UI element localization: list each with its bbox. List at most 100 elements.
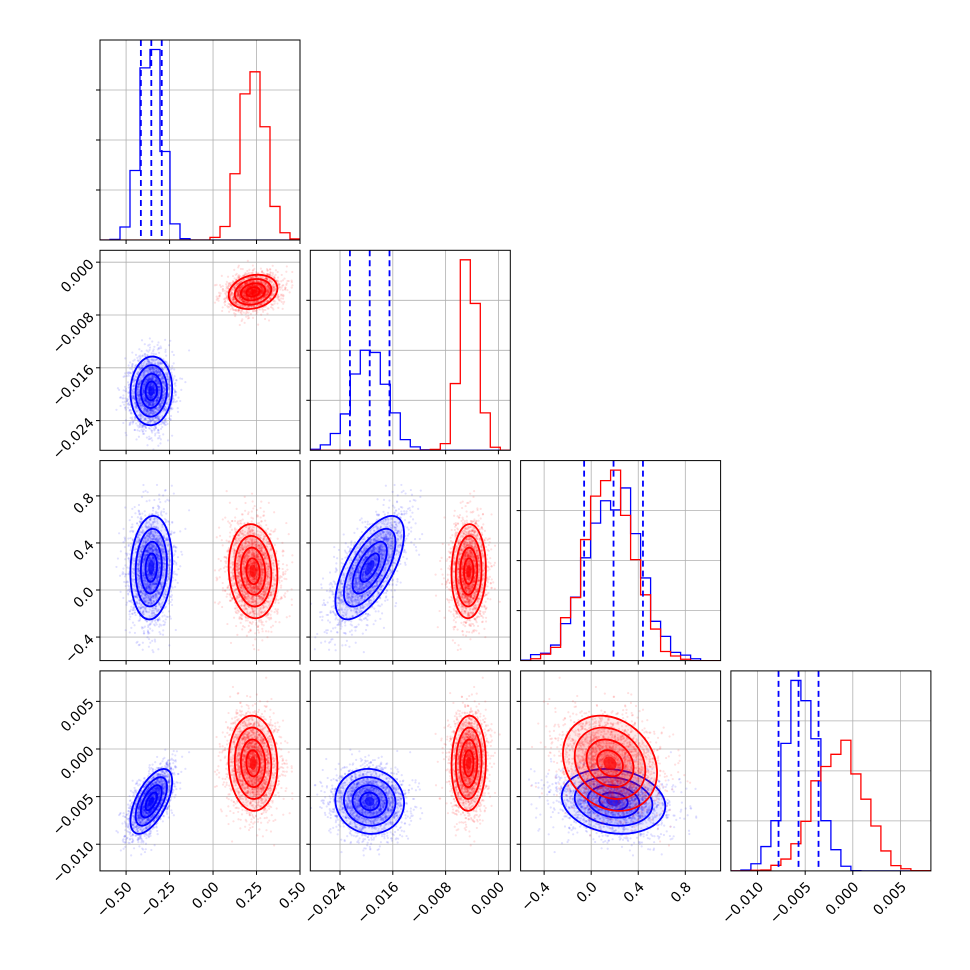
scatter-point [158, 347, 161, 350]
scatter-point [133, 428, 136, 432]
scatter-point [139, 377, 142, 380]
scatter-point [146, 399, 149, 403]
scatter-point [147, 359, 151, 363]
scatter-point [251, 264, 254, 267]
scatter-point [147, 400, 150, 403]
scatter-point [171, 350, 174, 353]
scatter-point [143, 371, 146, 374]
scatter-point [122, 389, 125, 392]
scatter-point [162, 399, 165, 402]
scatter-point [154, 389, 157, 392]
scatter-point [154, 407, 157, 411]
scatter-point [145, 378, 148, 381]
scatter-point [144, 381, 148, 384]
scatter-point [165, 371, 168, 374]
scatter-point [123, 375, 126, 378]
scatter-point [125, 374, 128, 378]
scatter-point [135, 422, 138, 425]
scatter-point [266, 269, 269, 272]
scatter-point [169, 388, 172, 391]
scatter-point [139, 413, 142, 416]
scatter-point [146, 410, 149, 413]
scatter-point [131, 416, 134, 419]
scatter-point [127, 401, 130, 405]
scatter-point [156, 343, 159, 347]
scatter-point [164, 348, 167, 351]
scatter-point [148, 412, 151, 415]
scatter-point [145, 377, 148, 381]
scatter-point [135, 406, 138, 409]
scatter-point [157, 351, 161, 354]
scatter-point [123, 400, 127, 403]
scatter-point [144, 400, 147, 403]
scatter-point [154, 410, 157, 414]
scatter-point [137, 382, 140, 385]
scatter-point [147, 400, 151, 403]
scatter-point [123, 385, 127, 388]
scatter-point [231, 306, 234, 309]
scatter-point [157, 428, 160, 431]
scatter-point [135, 410, 138, 413]
scatter-point [162, 394, 166, 397]
scatter-point [157, 409, 160, 412]
scatter-point [163, 421, 166, 424]
scatter-point [225, 283, 228, 286]
scatter-point [159, 373, 162, 377]
scatter-point [139, 357, 142, 361]
scatter-point [146, 387, 149, 390]
scatter-point [152, 394, 156, 398]
scatter-point [281, 288, 284, 292]
scatter-point [251, 269, 254, 272]
scatter-point [165, 354, 168, 357]
scatter-point [161, 381, 165, 384]
scatter-point [137, 409, 140, 412]
scatter-point [151, 404, 154, 407]
scatter-point [128, 421, 131, 425]
scatter-point [165, 420, 168, 423]
scatter-point [266, 312, 269, 315]
scatter-point [130, 412, 133, 415]
scatter-point [159, 371, 162, 375]
scatter-point [148, 361, 151, 364]
scatter-point [128, 423, 131, 427]
scatter-point [149, 401, 152, 404]
scatter-point [143, 374, 146, 377]
scatter-point [145, 401, 148, 405]
scatter-point [149, 420, 152, 423]
scatter-point [158, 391, 161, 394]
scatter-point [158, 387, 162, 390]
scatter-point [157, 428, 160, 432]
scatter-point [143, 417, 147, 421]
scatter-point [153, 367, 156, 370]
scatter-point [144, 398, 147, 401]
scatter-point [159, 438, 162, 441]
scatter-point [154, 420, 157, 424]
scatter-point [136, 385, 139, 389]
scatter-point [156, 399, 159, 402]
scatter-point [133, 428, 136, 432]
scatter-point [137, 397, 141, 400]
scatter-point [149, 411, 152, 414]
scatter-point [149, 395, 152, 398]
scatter-point [282, 302, 285, 305]
scatter-point [115, 408, 118, 411]
scatter-point [154, 353, 158, 356]
scatter-point [163, 366, 167, 369]
scatter-point [148, 402, 151, 405]
scatter-point [141, 375, 144, 378]
scatter-point [140, 364, 143, 367]
scatter-point [155, 420, 158, 423]
scatter-point [154, 380, 158, 383]
scatter-point [252, 309, 255, 312]
scatter-point [133, 418, 136, 422]
scatter-point [156, 406, 160, 409]
scatter-point [149, 408, 152, 412]
scatter-point [151, 403, 154, 406]
scatter-point [150, 370, 153, 374]
scatter-point [173, 375, 176, 378]
scatter-point [269, 273, 272, 276]
scatter-point [159, 370, 162, 373]
scatter-point [148, 417, 151, 420]
scatter-point [138, 398, 141, 401]
scatter-point [131, 363, 134, 366]
